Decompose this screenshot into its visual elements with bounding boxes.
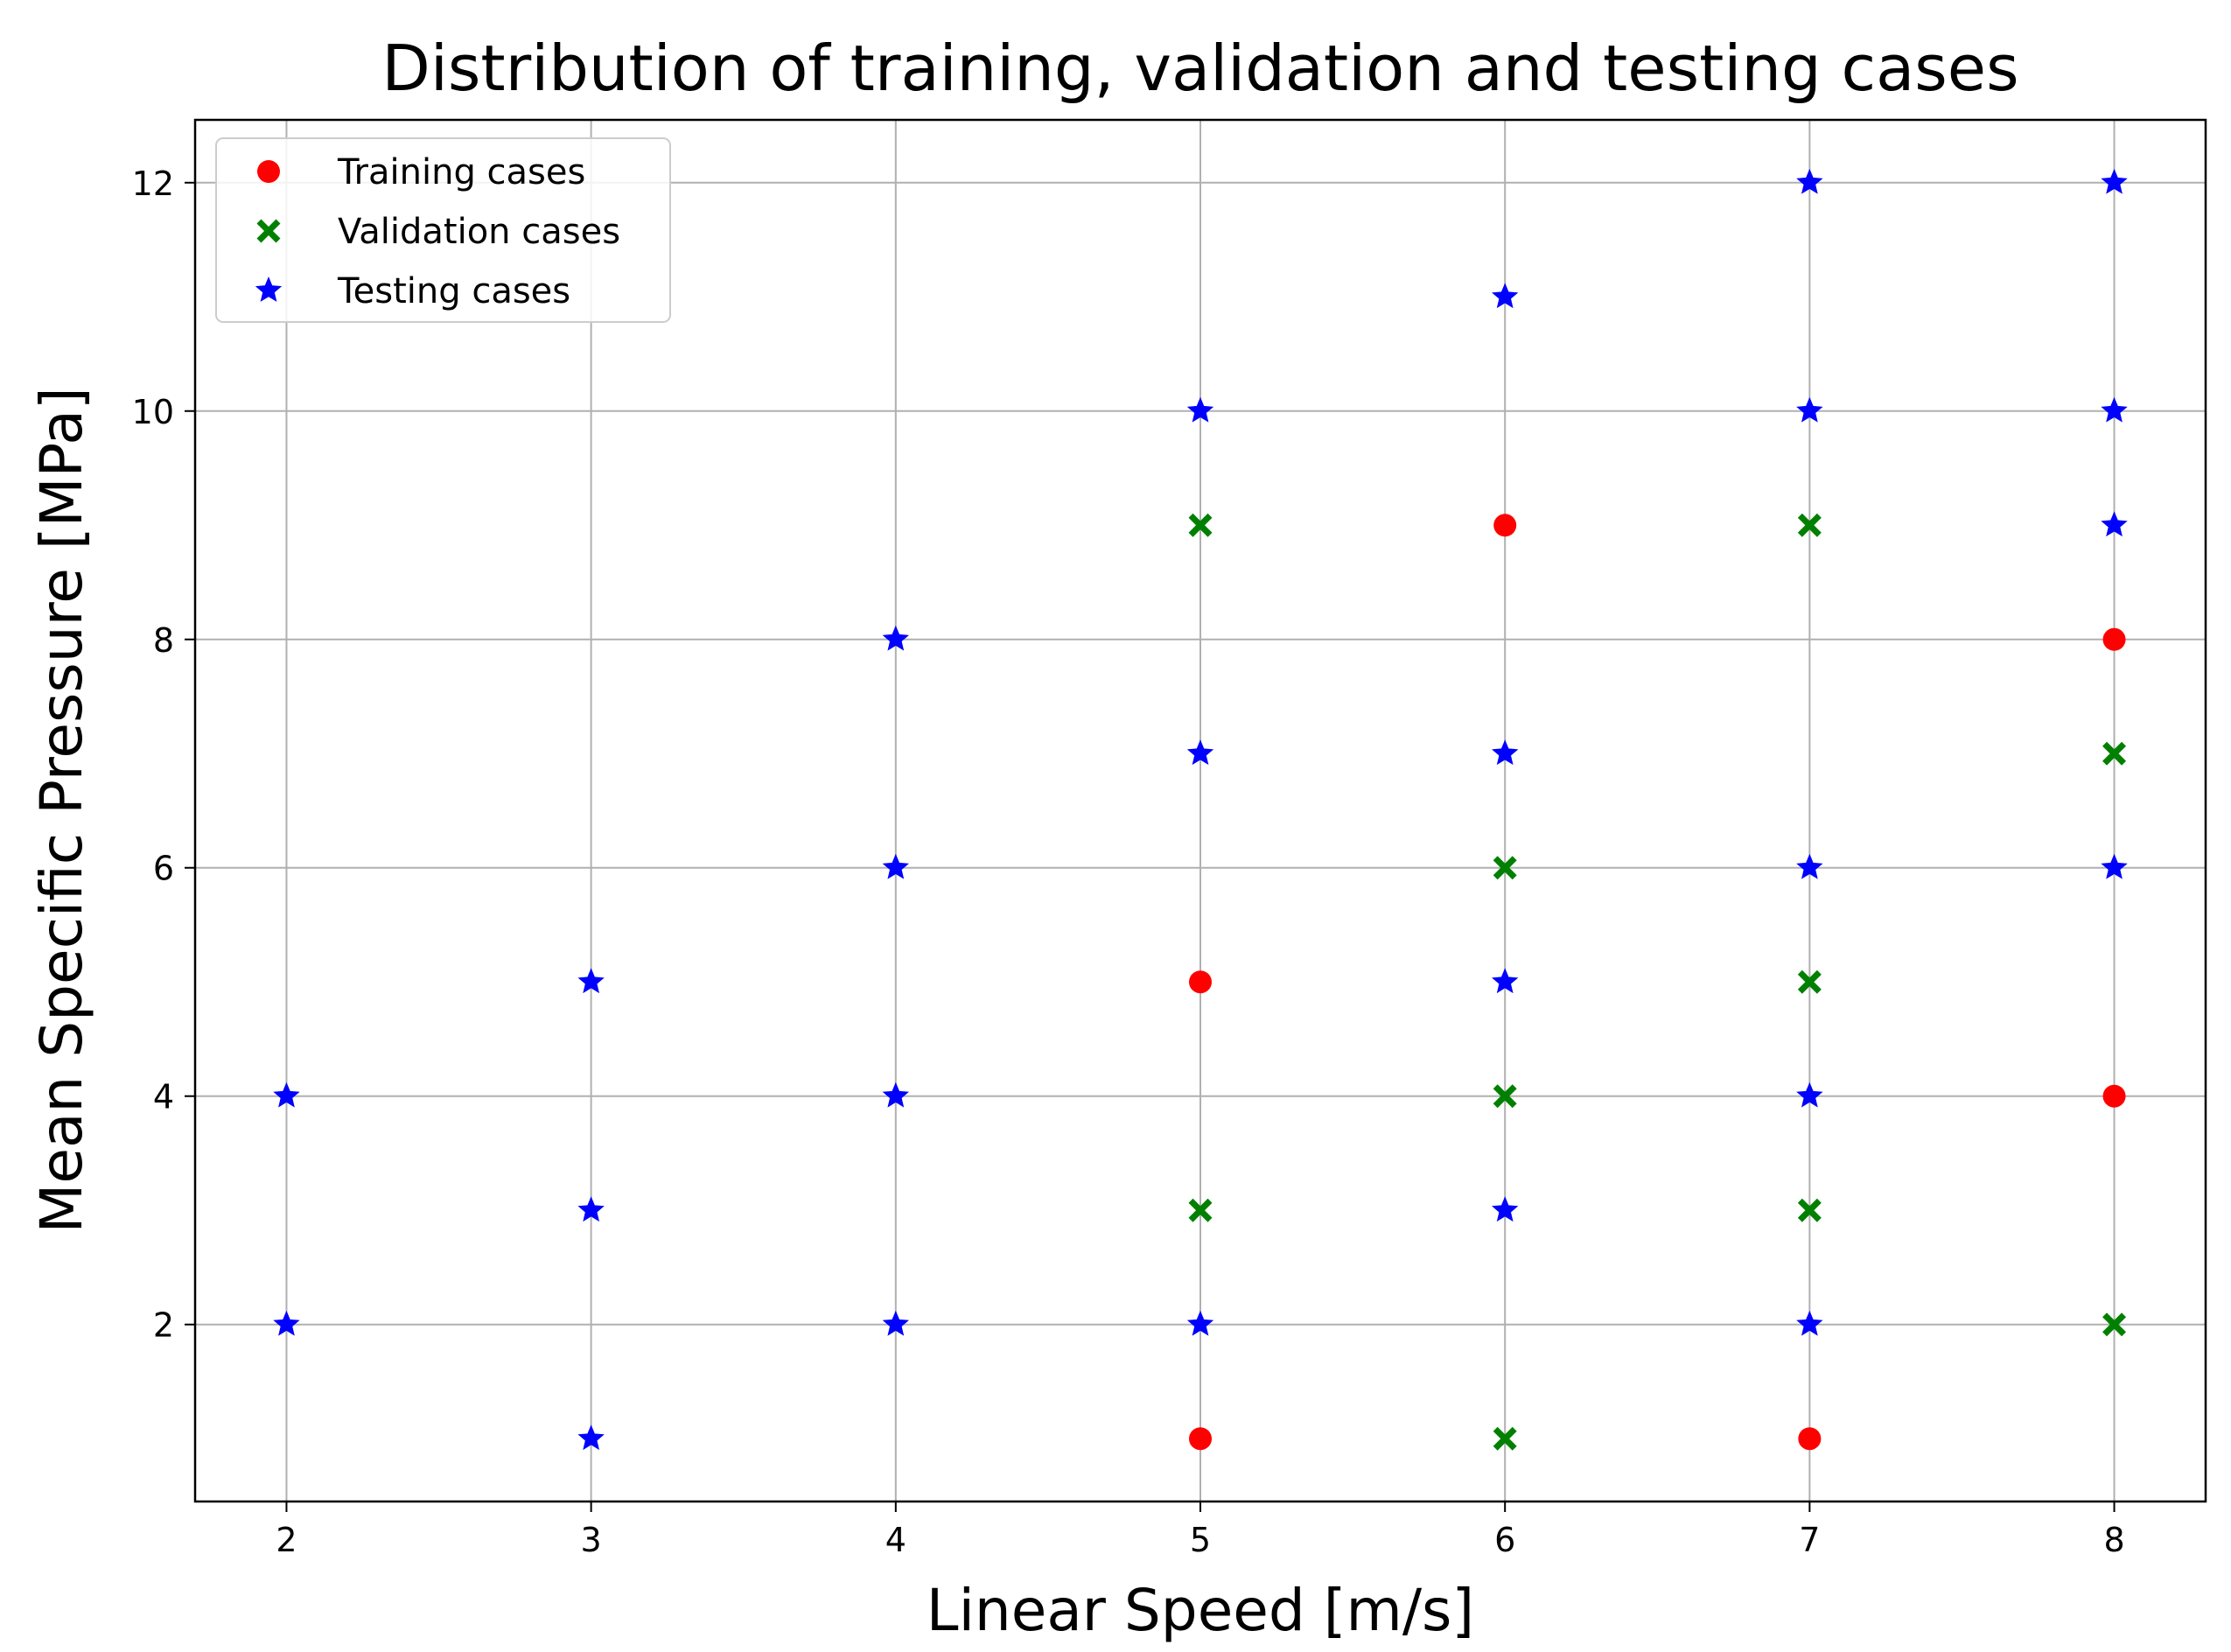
legend-box [215,137,671,323]
y-tick-label: 6 [153,850,174,888]
testing-cases-point [2101,853,2128,879]
testing-cases-point [1796,853,1823,879]
chart-title: Distribution of training, validation and… [381,32,2018,105]
legend-marker-validation-cases [256,219,281,243]
validation-cases-point [1493,1426,1517,1451]
testing-cases-point [882,1310,909,1336]
x-tick-label: 5 [1190,1521,1211,1559]
x-tick-label: 4 [885,1521,906,1559]
training-cases-point [1189,1427,1212,1451]
testing-cases-point [1492,283,1519,309]
y-tick-label: 4 [153,1078,174,1116]
testing-cases-point [273,1082,300,1108]
legend-label-validation-cases: Validation cases [338,212,620,252]
grid [195,120,2206,1502]
testing-cases-point [1186,739,1214,766]
data-points [273,168,2128,1451]
x-axis-label: Linear Speed [m/s] [927,1577,1474,1644]
testing-cases-point [1186,1310,1214,1336]
testing-cases-point [2101,396,2128,423]
testing-cases-point [1492,739,1519,766]
y-tick-label: 8 [153,621,174,660]
testing-cases-point [1796,1310,1823,1336]
legend-marker-training-cases [257,160,280,183]
validation-cases-point [2102,741,2127,766]
testing-cases-point [1796,396,1823,423]
validation-cases-point [1188,513,1213,537]
training-cases-point [1798,1427,1822,1451]
testing-cases-point [882,625,909,651]
training-cases-point [2102,1084,2126,1108]
validation-cases-point [1797,1198,1822,1222]
y-tick-label: 2 [153,1306,174,1345]
testing-cases-point [273,1310,300,1336]
x-tick-label: 6 [1494,1521,1515,1559]
testing-cases-point [2101,168,2128,194]
x-tick-label: 8 [2103,1521,2124,1559]
testing-cases-point [1796,168,1823,194]
testing-cases-point [577,1424,605,1451]
testing-cases-point [577,968,605,994]
validation-cases-point [1493,1084,1517,1109]
testing-cases-point [577,1196,605,1222]
testing-cases-point [2101,511,2128,537]
validation-cases-point [1797,970,1822,994]
y-tick-label: 12 [132,164,174,203]
training-cases-point [2102,627,2126,651]
validation-cases-point [1797,513,1822,537]
testing-cases-point [1186,396,1214,423]
testing-cases-point [1796,1082,1823,1108]
validation-cases-point [1188,1198,1213,1222]
testing-cases-point [1492,1196,1519,1222]
legend-marker-testing-cases [255,276,283,302]
validation-cases-point [2102,1312,2127,1337]
legend-label-training-cases: Training cases [337,152,585,192]
y-axis-label: Mean Specific Pressure [MPa] [28,387,95,1233]
testing-cases-point [882,1082,909,1108]
axis-ticks: 2 3 4 5 6 7 8 2 4 6 8 10 12 [132,164,2125,1559]
x-tick-label: 7 [1799,1521,1820,1559]
y-tick-label: 10 [132,393,174,431]
training-cases-point [1189,970,1212,994]
testing-cases-point [1492,968,1519,994]
legend: Training cases Validation cases Testing ca… [215,137,671,323]
training-cases-point [1493,514,1517,537]
testing-cases-point [882,853,909,879]
legend-label-testing-cases: Testing cases [337,271,570,312]
x-tick-label: 3 [581,1521,602,1559]
validation-cases-point [1493,856,1517,880]
x-tick-label: 2 [276,1521,297,1559]
